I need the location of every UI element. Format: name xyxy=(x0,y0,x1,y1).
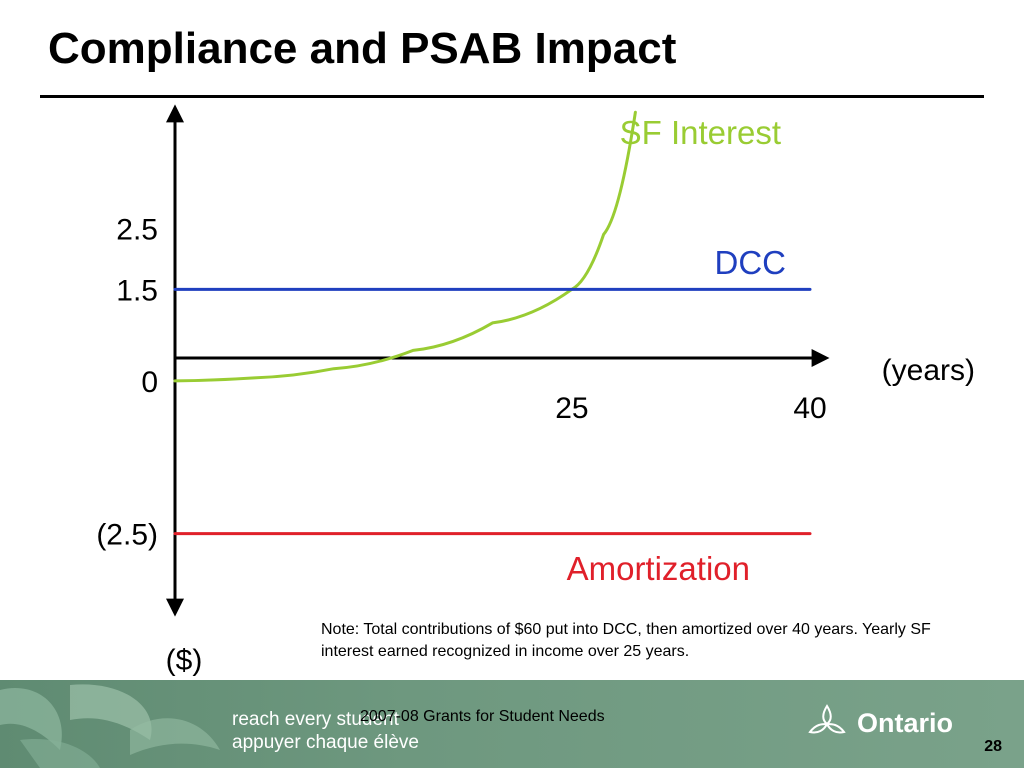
title-underline xyxy=(40,95,984,98)
y-tick-label: 2.5 xyxy=(116,213,158,246)
trillium-icon xyxy=(808,704,846,734)
series-label-sf-interest: SF Interest xyxy=(620,114,781,151)
slogan-french: appuyer chaque élève xyxy=(232,732,419,753)
footer-banner: reach every student appuyer chaque élève… xyxy=(0,680,1024,768)
y-tick-label: 1.5 xyxy=(116,274,158,307)
ontario-wordmark: Ontario xyxy=(857,708,954,738)
footer-center-text: 2007-08 Grants for Student Needs xyxy=(360,708,605,725)
series-label-amortization: Amortization xyxy=(567,550,750,587)
x-axis-label: (years) xyxy=(882,354,975,387)
chart-note: Note: Total contributions of $60 put int… xyxy=(321,621,931,660)
ontario-logo: Ontario xyxy=(802,702,972,742)
y-axis-label: ($) xyxy=(166,644,203,677)
y-tick-label: 0 xyxy=(141,366,158,399)
slogan-english: reach every student xyxy=(232,709,399,730)
x-tick-label: 40 xyxy=(793,392,826,425)
page-number: 28 xyxy=(984,738,1002,755)
leaf-graphic-icon xyxy=(0,684,220,768)
chart: 2.5 1.5 0 (2.5) 25 40 SF Interest DCC Amortizat… xyxy=(96,104,975,677)
y-tick-label: (2.5) xyxy=(96,519,158,552)
footer-slogan: reach every student appuyer chaque élève xyxy=(232,708,419,754)
slide-title: Compliance and PSAB Impact xyxy=(48,24,677,73)
x-tick-label: 25 xyxy=(555,392,588,425)
series-sf-interest-line xyxy=(173,110,637,383)
series-label-dcc: DCC xyxy=(715,244,787,281)
